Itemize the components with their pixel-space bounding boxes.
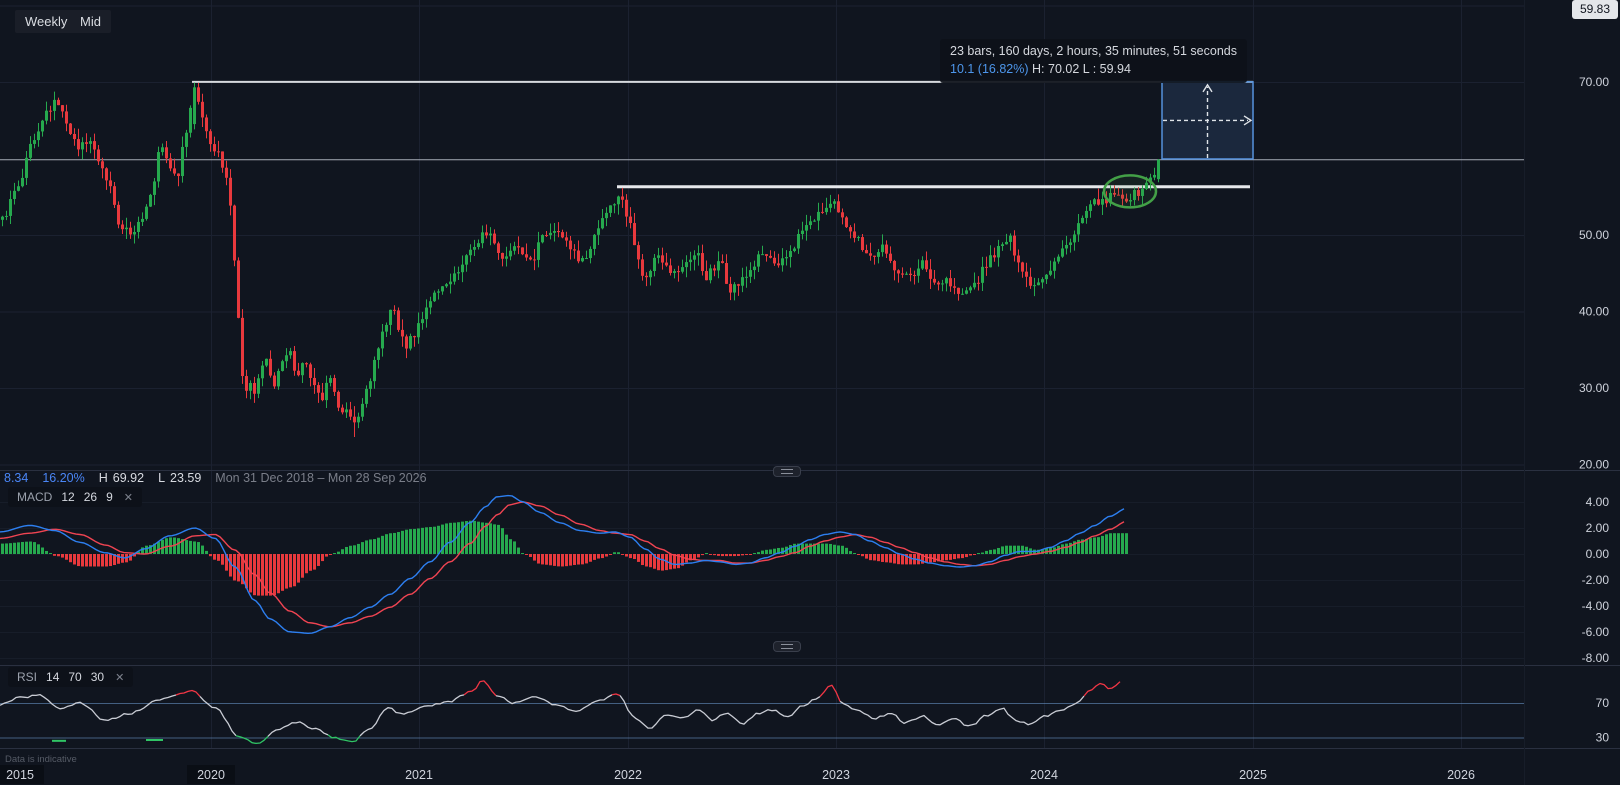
pane-resize-handle-macd[interactable]	[773, 466, 801, 477]
legend-low-value: 23.59	[170, 471, 202, 485]
rsi-close-icon[interactable]: ✕	[115, 672, 125, 684]
rsi-param-upper: 70	[68, 670, 82, 684]
time-axis-year-label: 2022	[614, 768, 642, 782]
rsi-axis-tick: 30	[1596, 730, 1610, 744]
size-button-mid[interactable]: Mid	[70, 10, 111, 33]
last-price-label: 59.83	[1572, 0, 1618, 19]
data-indicative-note: Data is indicative	[5, 754, 77, 765]
macd-axis-tick: -6.00	[1582, 625, 1610, 639]
price-axis-tick: 40.00	[1579, 305, 1609, 319]
legend-change-pct: 16.20%	[42, 471, 85, 485]
macd-param-signal: 9	[106, 490, 113, 504]
time-axis-year-label: 2026	[1447, 768, 1475, 782]
legend-high-value: 69.92	[112, 471, 145, 485]
grip-icon	[781, 469, 793, 474]
time-axis-year-label: 2021	[405, 768, 433, 782]
macd-axis-tick: -8.00	[1582, 651, 1610, 665]
measure-tooltip-change: 10.1 (16.82%)	[950, 62, 1029, 76]
pane-resize-handle-rsi[interactable]	[773, 641, 801, 652]
legend-high-label: H	[98, 471, 108, 485]
grip-icon	[781, 644, 793, 649]
macd-axis-tick: 2.00	[1586, 521, 1610, 535]
legend-low-label: L	[158, 471, 166, 485]
measure-tooltip: 23 bars, 160 days, 2 hours, 35 minutes, …	[940, 39, 1247, 83]
macd-close-icon[interactable]: ✕	[123, 492, 133, 504]
macd-indicator-title: MACD	[17, 490, 53, 504]
rsi-axis-tick: 70	[1596, 696, 1610, 710]
macd-axis-tick: 0.00	[1586, 547, 1610, 561]
series-legend: 8.34 16.20% H 69.92 L 23.59 Mon 31 Dec 2018 – …	[4, 471, 427, 485]
price-axis-tick: 30.00	[1579, 381, 1609, 395]
macd-param-fast: 12	[61, 490, 75, 504]
price-axis-tick: 20.00	[1579, 458, 1609, 472]
macd-axis-tick: 4.00	[1586, 495, 1610, 509]
measure-tooltip-highlow: H: 70.02 L : 59.94	[1032, 62, 1131, 76]
rsi-param-lower: 30	[90, 670, 105, 684]
legend-change: 8.34	[4, 471, 29, 485]
price-axis-tick: 70.00	[1579, 75, 1609, 89]
macd-indicator-legend[interactable]: MACD 12 26 9 ✕	[8, 487, 142, 507]
time-axis-year-label: 2023	[822, 768, 850, 782]
macd-axis-tick: -2.00	[1582, 573, 1610, 587]
time-axis-year-label: 2015	[6, 768, 34, 782]
rsi-param-length: 14	[46, 670, 60, 684]
price-axis-tick: 50.00	[1579, 228, 1609, 242]
measure-tooltip-duration: 23 bars, 160 days, 2 hours, 35 minutes, …	[950, 44, 1237, 58]
timeframe-button-weekly[interactable]: Weekly	[15, 10, 78, 33]
rsi-indicator-title: RSI	[17, 670, 38, 684]
time-axis-year-label: 2024	[1030, 768, 1058, 782]
time-axis-year-label: 2020	[197, 768, 225, 782]
rsi-indicator-legend[interactable]: RSI 14 70 30 ✕	[8, 667, 134, 687]
time-axis-year-label: 2025	[1239, 768, 1267, 782]
macd-param-slow: 26	[83, 490, 98, 504]
macd-axis-tick: -4.00	[1582, 599, 1610, 613]
legend-date-range: Mon 31 Dec 2018 – Mon 28 Sep 2026	[215, 471, 427, 485]
